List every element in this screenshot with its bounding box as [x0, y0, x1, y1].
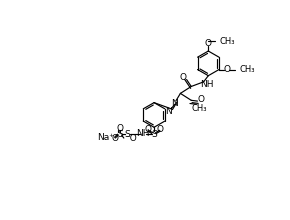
Text: CH₃: CH₃ — [219, 37, 235, 46]
Text: O: O — [205, 39, 212, 48]
Text: S: S — [125, 130, 130, 139]
Text: O: O — [197, 95, 204, 104]
Text: NH: NH — [200, 81, 213, 89]
Text: O: O — [144, 125, 151, 134]
Text: O: O — [117, 124, 124, 132]
Text: CH₃: CH₃ — [191, 104, 207, 112]
Text: S: S — [151, 130, 157, 139]
Text: N: N — [165, 107, 172, 116]
Text: N: N — [171, 99, 177, 108]
Text: S: S — [117, 130, 123, 139]
Text: ⁻O: ⁻O — [125, 134, 137, 143]
Text: O: O — [180, 73, 187, 82]
Text: Na⁺: Na⁺ — [97, 133, 115, 142]
Text: O: O — [157, 125, 164, 134]
Text: O: O — [223, 65, 230, 74]
Text: CH₃: CH₃ — [240, 65, 255, 74]
Text: O: O — [111, 134, 118, 143]
Text: NH: NH — [137, 129, 150, 138]
